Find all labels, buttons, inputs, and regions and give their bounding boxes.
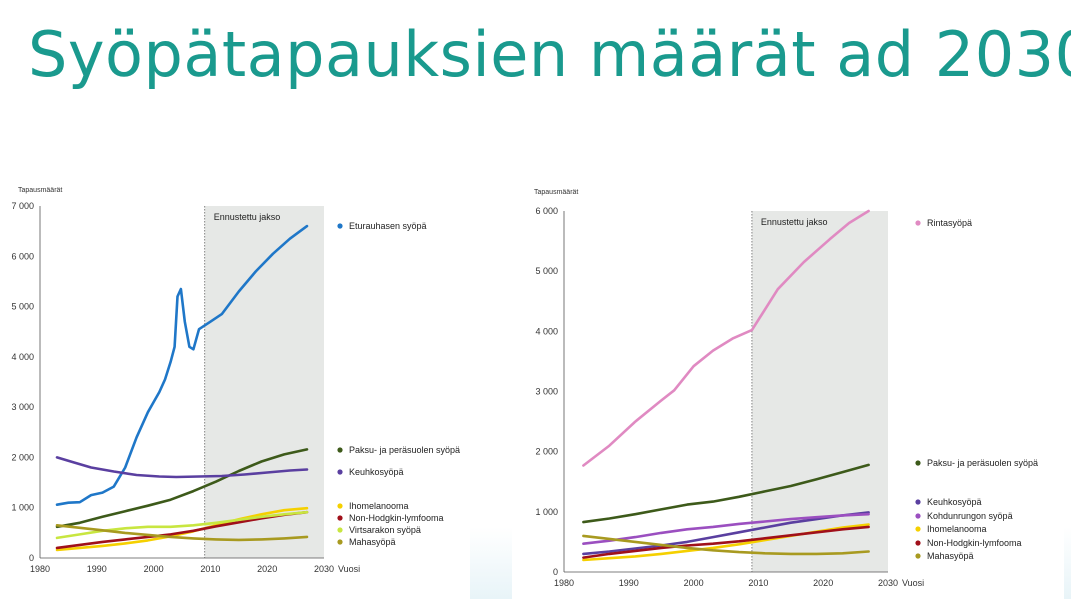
legend-marker-keuhkosyopa xyxy=(337,469,343,475)
legend-label-keuhkosyopa: Keuhkosyöpä xyxy=(927,497,982,507)
y-tick-label: 1 000 xyxy=(535,507,558,517)
legend-label-virtsarakon-syopa: Virtsarakon syöpä xyxy=(349,525,421,535)
legend-marker-non-hodgkin-lymfooma xyxy=(337,515,343,521)
legend-label-ihomelanooma: Ihomelanooma xyxy=(349,501,409,511)
x-tick-label: 2010 xyxy=(200,564,220,574)
slide-title: Syöpätapauksien määrät ad 2030 xyxy=(28,18,1071,91)
x-tick-label: 1990 xyxy=(619,578,639,588)
x-tick-label: 2010 xyxy=(748,578,768,588)
x-tick-label: 1980 xyxy=(554,578,574,588)
legend-marker-mahasyopa xyxy=(915,553,921,559)
y-tick-label: 5 000 xyxy=(11,302,34,312)
legend-label-paksu-ja-perasuolen-syopa: Paksu- ja peräsuolen syöpä xyxy=(349,445,460,455)
legend-label-mahasyopa: Mahasyöpä xyxy=(349,537,396,547)
line-chart-men: Ennustettu jakso Tapausmäärät 0 1 000 2 000 3… xyxy=(11,187,460,574)
x-axis-label: Vuosi xyxy=(902,578,924,588)
series-line-keuhkosyopa xyxy=(582,511,870,556)
series-line-rintasyopa xyxy=(582,209,870,467)
line-chart-women: Ennustettu jakso Tapausmäärät 0 1 000 2 000 3… xyxy=(534,189,1038,588)
legend-label-paksu-ja-perasuolen-syopa: Paksu- ja peräsuolen syöpä xyxy=(927,458,1038,468)
legend-marker-paksu-ja-perasuolen-syopa xyxy=(915,460,921,466)
x-tick-label: 2000 xyxy=(684,578,704,588)
legend-marker-mahasyopa xyxy=(337,539,343,545)
legend-label-eturauhasen-syopa: Eturauhasen syöpä xyxy=(349,221,427,231)
legend-marker-rintasyopa xyxy=(915,220,921,226)
legend-label-ihomelanooma: Ihomelanooma xyxy=(927,524,987,534)
x-tick-label: 2030 xyxy=(314,564,334,574)
legend-marker-eturauhasen-syopa xyxy=(337,223,343,229)
chart-panel-men: Ennustettu jakso Tapausmäärät 0 1 000 2 000 3… xyxy=(0,176,470,599)
legend-marker-paksu-ja-perasuolen-syopa xyxy=(337,447,343,453)
legend-label-rintasyopa: Rintasyöpä xyxy=(927,218,972,228)
series-line-paksu-ja-perasuolen-syopa xyxy=(55,448,309,529)
y-tick-label: 4 000 xyxy=(11,352,34,362)
x-axis-label: Vuosi xyxy=(338,564,360,574)
legend-marker-ihomelanooma xyxy=(915,526,921,532)
legend-marker-ihomelanooma xyxy=(337,503,343,509)
x-tick-label: 2020 xyxy=(813,578,833,588)
chart-panel-women: Ennustettu jakso Tapausmäärät 0 1 000 2 000 3… xyxy=(512,170,1064,599)
legend-marker-non-hodgkin-lymfooma xyxy=(915,540,921,546)
series-line-mahasyopa xyxy=(55,524,309,542)
legend-label-non-hodgkin-lymfooma: Non-Hodgkin-lymfooma xyxy=(927,538,1022,548)
legend-marker-kohdunrungon-syopa xyxy=(915,513,921,519)
legend-marker-keuhkosyopa xyxy=(915,499,921,505)
y-tick-label: 0 xyxy=(29,553,34,563)
series-line-non-hodgkin-lymfooma xyxy=(582,525,870,559)
y-tick-label: 6 000 xyxy=(11,251,34,261)
series-line-non-hodgkin-lymfooma xyxy=(55,510,309,550)
x-tick-label: 1980 xyxy=(30,564,50,574)
series-line-virtsarakon-syopa xyxy=(55,510,309,540)
series-line-paksu-ja-perasuolen-syopa xyxy=(582,463,870,524)
y-tick-label: 2 000 xyxy=(535,447,558,457)
y-tick-label: 5 000 xyxy=(535,266,558,276)
y-tick-label: 3 000 xyxy=(11,402,34,412)
series-line-eturauhasen-syopa xyxy=(55,224,309,506)
x-tick-label: 2000 xyxy=(144,564,164,574)
series-line-kohdunrungon-syopa xyxy=(582,512,870,545)
y-tick-label: 6 000 xyxy=(535,206,558,216)
y-tick-label: 3 000 xyxy=(535,387,558,397)
series-line-keuhkosyopa xyxy=(55,456,309,479)
forecast-region xyxy=(204,206,324,558)
y-axis-label: Tapausmäärät xyxy=(18,187,62,194)
legend-label-kohdunrungon-syopa: Kohdunrungon syöpä xyxy=(927,511,1013,521)
forecast-region-label: Ennustettu jakso xyxy=(761,217,828,227)
y-tick-label: 1 000 xyxy=(11,503,34,513)
y-tick-label: 0 xyxy=(553,567,558,577)
legend-marker-virtsarakon-syopa xyxy=(337,527,343,533)
forecast-region-label: Ennustettu jakso xyxy=(214,212,281,222)
legend-label-non-hodgkin-lymfooma: Non-Hodgkin-lymfooma xyxy=(349,513,444,523)
x-tick-label: 2030 xyxy=(878,578,898,588)
y-tick-label: 7 000 xyxy=(11,201,34,211)
y-axis-label: Tapausmäärät xyxy=(534,189,578,196)
y-tick-label: 2 000 xyxy=(11,452,34,462)
legend-label-keuhkosyopa: Keuhkosyöpä xyxy=(349,467,404,477)
series-line-mahasyopa xyxy=(582,534,870,556)
x-tick-label: 1990 xyxy=(87,564,107,574)
x-tick-label: 2020 xyxy=(257,564,277,574)
y-tick-label: 4 000 xyxy=(535,326,558,336)
legend-label-mahasyopa: Mahasyöpä xyxy=(927,551,974,561)
